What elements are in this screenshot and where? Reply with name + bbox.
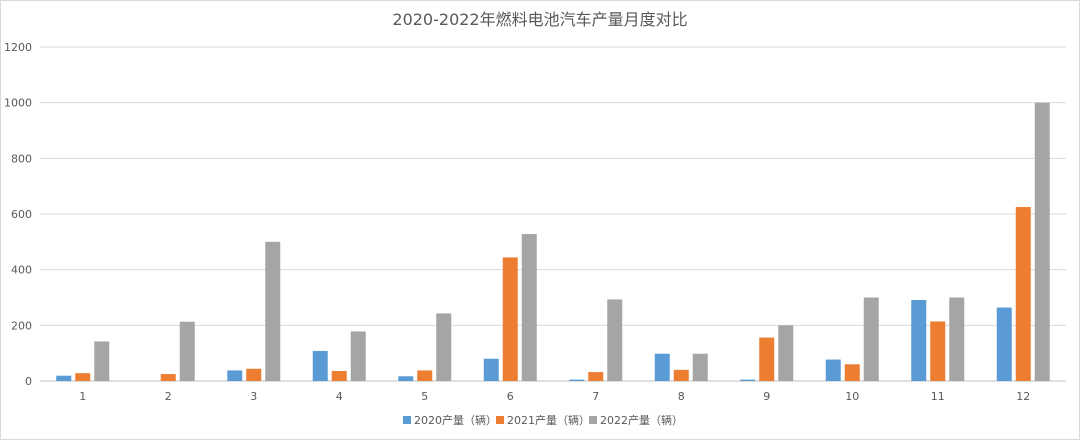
legend: 2020产量（辆） 2021产量（辆） 2022产量（辆） — [403, 413, 683, 427]
bar-2021产量（辆）-11 — [930, 321, 946, 381]
legend-swatch — [403, 416, 411, 424]
y-tick-label: 400 — [11, 264, 32, 277]
bar-2022产量（辆）-12 — [1034, 102, 1050, 382]
bar-2022产量（辆）-10 — [863, 297, 879, 381]
x-tick-label: 1 — [79, 390, 86, 403]
bar-2020产量（辆）-10 — [825, 359, 841, 381]
bar-2022产量（辆）-1 — [94, 341, 110, 381]
bar-2021产量（辆）-9 — [759, 337, 775, 381]
bar-2021产量（辆）-8 — [673, 369, 689, 381]
gridlines — [40, 46, 1066, 382]
bar-2021产量（辆）-1 — [75, 373, 91, 381]
y-tick-label: 1200 — [4, 41, 32, 54]
bar-2020产量（辆）-9 — [740, 379, 756, 381]
bar-2022产量（辆）-2 — [179, 321, 195, 381]
bars — [56, 102, 1050, 382]
y-tick-label: 800 — [11, 152, 32, 165]
bar-2022产量（辆）-3 — [265, 241, 281, 381]
legend-label: 2020产量（辆） — [414, 413, 497, 427]
bar-2021产量（辆）-5 — [417, 370, 433, 381]
x-tick-label: 11 — [931, 390, 945, 403]
x-tick-label: 7 — [592, 390, 599, 403]
bar-2021产量（辆）-4 — [331, 370, 347, 381]
bar-2021产量（辆）-3 — [246, 368, 262, 381]
y-axis-ticks: 0 200 400 600 800 1000 1200 — [4, 41, 32, 388]
x-tick-label: 6 — [507, 390, 514, 403]
y-tick-label: 200 — [11, 319, 32, 332]
bar-2020产量（辆）-12 — [996, 307, 1012, 381]
bar-2021产量（辆）-7 — [588, 372, 604, 381]
y-tick-label: 1000 — [4, 97, 32, 110]
bar-2022产量（辆）-8 — [692, 353, 708, 381]
bar-2022产量（辆）-5 — [436, 313, 452, 381]
x-tick-label: 10 — [845, 390, 859, 403]
bar-2020产量（辆）-8 — [654, 353, 670, 381]
x-tick-label: 5 — [421, 390, 428, 403]
bar-2020产量（辆）-6 — [483, 358, 499, 381]
bar-2020产量（辆）-4 — [312, 350, 328, 381]
bar-2021产量（辆）-12 — [1015, 207, 1031, 381]
x-tick-label: 9 — [763, 390, 770, 403]
legend-swatch — [589, 416, 597, 424]
legend-swatch — [496, 416, 504, 424]
bar-2020产量（辆）-3 — [227, 370, 243, 381]
x-tick-label: 8 — [678, 390, 685, 403]
bar-2022产量（辆）-7 — [607, 299, 623, 381]
bar-2022产量（辆）-9 — [778, 325, 794, 381]
bar-2020产量（辆）-5 — [398, 376, 414, 381]
bar-2022产量（辆）-6 — [521, 234, 537, 381]
chart-title: 2020-2022年燃料电池汽车产量月度对比 — [392, 10, 687, 29]
x-tick-label: 2 — [165, 390, 172, 403]
bar-2022产量（辆）-4 — [350, 331, 366, 381]
x-tick-label: 4 — [336, 390, 343, 403]
y-tick-label: 0 — [25, 375, 32, 388]
x-axis-ticks: 1 2 3 4 5 6 7 8 9 10 11 12 — [79, 390, 1030, 403]
bar-2021产量（辆）-2 — [160, 374, 176, 381]
bar-2020产量（辆）-11 — [911, 300, 927, 381]
bar-2022产量（辆）-11 — [949, 297, 965, 381]
bar-2021产量（辆）-6 — [502, 257, 518, 381]
bar-2020产量（辆）-1 — [56, 375, 72, 381]
bar-2021产量（辆）-10 — [844, 364, 860, 381]
bar-2020产量（辆）-7 — [569, 379, 585, 381]
x-tick-label: 3 — [250, 390, 257, 403]
x-tick-label: 12 — [1016, 390, 1030, 403]
legend-label: 2022产量（辆） — [600, 413, 683, 427]
y-tick-label: 600 — [11, 208, 32, 221]
legend-label: 2021产量（辆） — [507, 413, 590, 427]
